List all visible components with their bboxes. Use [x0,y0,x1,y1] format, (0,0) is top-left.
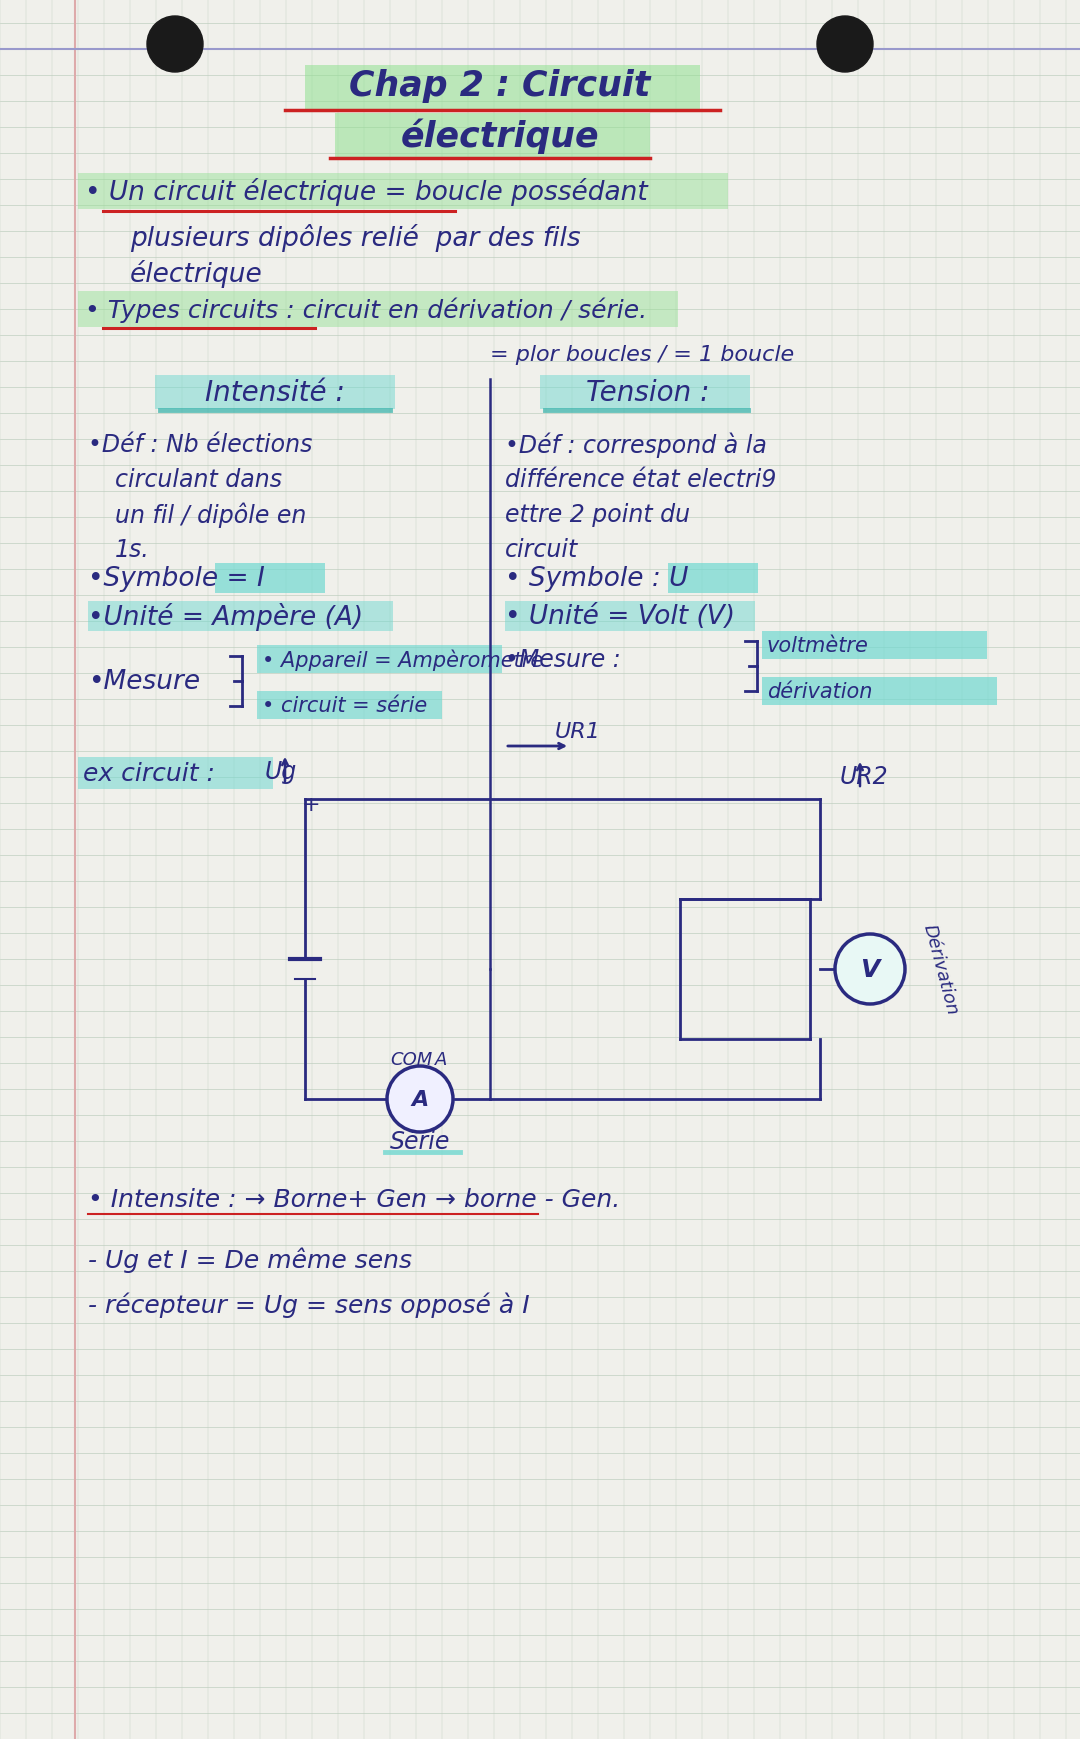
Text: •Mesure: •Mesure [87,668,200,694]
Text: UR1: UR1 [555,722,600,741]
Text: - Ug et I = De même sens: - Ug et I = De même sens [87,1247,411,1271]
Text: ex circuit :: ex circuit : [83,762,215,786]
FancyBboxPatch shape [305,66,700,110]
Text: Ug: Ug [265,760,297,784]
Text: • Un circuit électrique = boucle possédant: • Un circuit électrique = boucle posséda… [85,177,648,205]
FancyBboxPatch shape [78,174,728,210]
Text: un fil / dipôle en: un fil / dipôle en [114,503,307,527]
Text: COM: COM [390,1050,432,1068]
FancyBboxPatch shape [78,292,678,329]
FancyBboxPatch shape [257,645,502,673]
Text: • Types circuits : circuit en dérivation / série.: • Types circuits : circuit en dérivation… [85,297,647,322]
Text: 1s.: 1s. [114,537,150,562]
Text: •Déf : correspond à la: •Déf : correspond à la [505,431,767,457]
Text: • Symbole : U: • Symbole : U [505,565,688,591]
FancyBboxPatch shape [215,563,325,593]
Text: plusieurs dipôles relié  par des fils: plusieurs dipôles relié par des fils [130,224,581,252]
FancyBboxPatch shape [78,758,273,790]
FancyBboxPatch shape [87,602,393,631]
Text: circulant dans: circulant dans [114,468,282,492]
Text: Chap 2 : Circuit: Chap 2 : Circuit [349,70,650,103]
Circle shape [147,17,203,73]
Text: circuit: circuit [505,537,578,562]
FancyBboxPatch shape [505,602,755,631]
FancyBboxPatch shape [762,678,997,706]
Text: •Unité = Ampère (A): •Unité = Ampère (A) [87,603,363,631]
Text: ettre 2 point du: ettre 2 point du [505,503,690,527]
Text: • circuit = série: • circuit = série [262,696,428,715]
Text: UR2: UR2 [840,765,889,788]
Text: dérivation: dérivation [767,682,873,701]
Text: Tension :: Tension : [586,379,710,407]
Text: Dérivation: Dérivation [920,922,961,1017]
Text: • Unité = Volt (V): • Unité = Volt (V) [505,603,735,630]
Text: = plor boucles / = 1 boucle: = plor boucles / = 1 boucle [490,344,794,365]
Text: électrique: électrique [130,259,262,289]
Text: • Appareil = Ampèrometre: • Appareil = Ampèrometre [262,649,543,670]
Text: •Symbole = I: •Symbole = I [87,565,265,591]
Text: - récepteur = Ug = sens opposé à I: - récepteur = Ug = sens opposé à I [87,1292,529,1316]
Text: différence état electri9: différence état electri9 [505,468,777,492]
Text: électrique: électrique [401,118,599,153]
Text: •Mesure :: •Mesure : [505,647,621,671]
Circle shape [835,934,905,1005]
FancyBboxPatch shape [540,376,750,410]
FancyBboxPatch shape [762,631,987,659]
Text: A: A [435,1050,447,1068]
Text: Intensité :: Intensité : [205,379,345,407]
Text: V: V [861,958,880,981]
FancyBboxPatch shape [669,563,758,593]
Text: •Déf : Nb élections: •Déf : Nb élections [87,433,312,457]
Text: Série: Série [390,1129,450,1153]
Text: +: + [302,795,321,814]
Circle shape [387,1066,453,1132]
FancyBboxPatch shape [335,115,650,158]
Circle shape [816,17,873,73]
FancyBboxPatch shape [257,692,442,720]
Text: • Intensite : → Borne+ Gen → borne - Gen.: • Intensite : → Borne+ Gen → borne - Gen… [87,1188,620,1212]
Text: voltmètre: voltmètre [767,636,869,656]
FancyBboxPatch shape [156,376,395,410]
Text: A: A [411,1089,429,1109]
